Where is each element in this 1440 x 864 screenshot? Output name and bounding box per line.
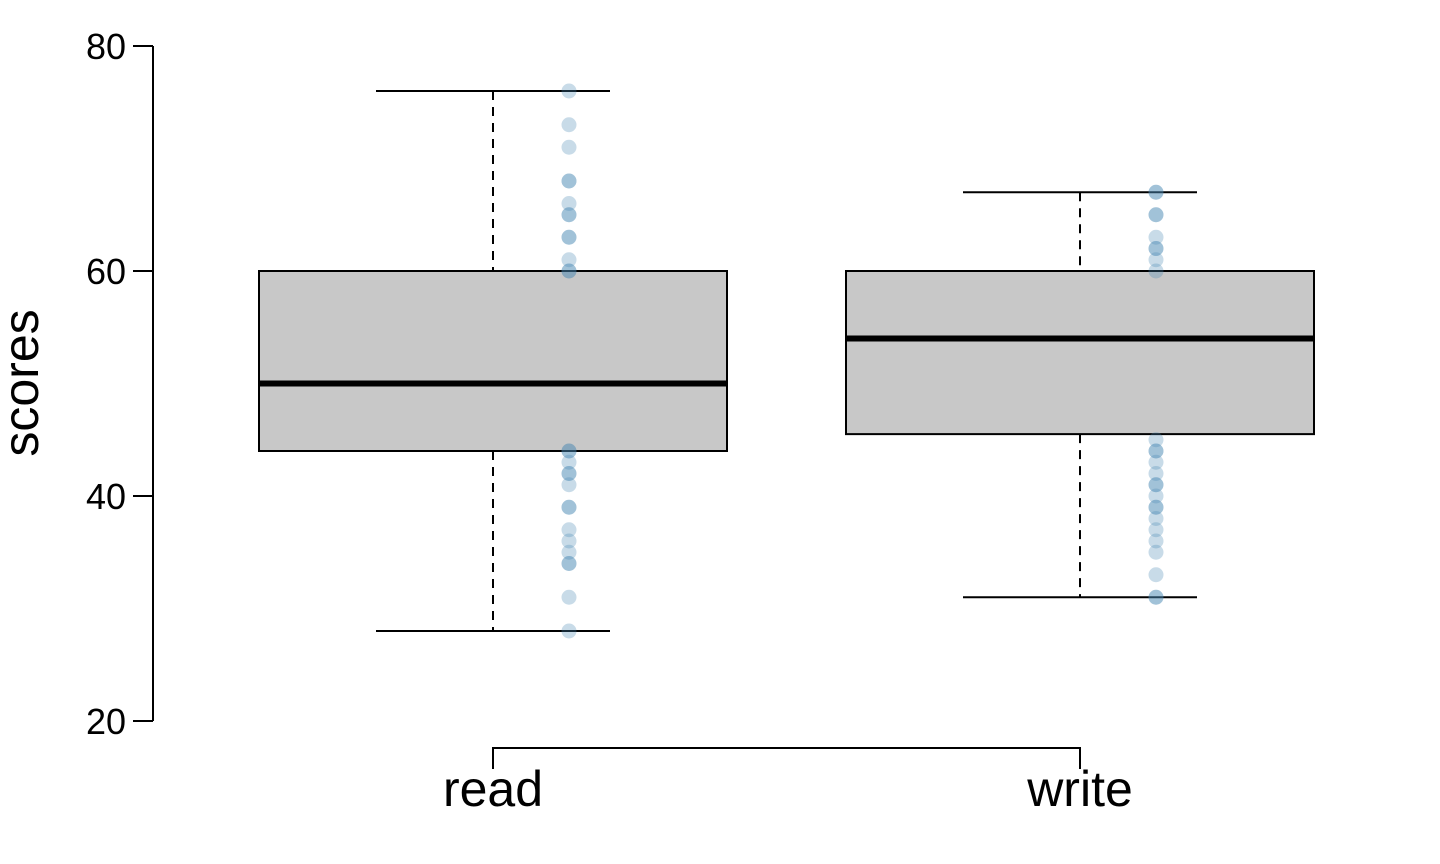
data-point	[1148, 454, 1164, 470]
data-point	[1148, 589, 1164, 605]
data-point	[561, 229, 577, 245]
box-iqr	[845, 270, 1315, 436]
box-read	[258, 83, 728, 639]
data-point	[1148, 443, 1164, 459]
data-point	[1148, 207, 1164, 223]
data-point	[561, 499, 577, 515]
data-point	[561, 454, 577, 470]
data-point	[1148, 466, 1164, 481]
data-point	[1148, 488, 1164, 504]
data-point	[561, 207, 577, 223]
data-point	[561, 556, 577, 571]
data-point	[1148, 184, 1164, 200]
data-point	[1148, 184, 1164, 200]
data-point	[1148, 511, 1164, 526]
data-point	[1148, 207, 1164, 223]
data-point	[1148, 567, 1164, 583]
data-point	[1148, 252, 1164, 268]
data-point	[1148, 443, 1164, 459]
data-point	[561, 544, 577, 560]
data-point	[1148, 499, 1164, 515]
data-point	[561, 139, 577, 155]
data-point	[561, 173, 577, 189]
data-point	[561, 117, 577, 133]
data-point	[561, 443, 577, 459]
y-axis-title: scores	[0, 309, 49, 456]
data-point	[561, 477, 577, 493]
data-point	[561, 499, 577, 515]
y-tick-label: 20	[86, 701, 126, 742]
data-point	[1148, 589, 1164, 605]
data-point	[1148, 263, 1164, 279]
x-axis: read write	[443, 747, 1133, 817]
data-point	[1148, 241, 1164, 256]
data-point	[1148, 477, 1164, 493]
data-point	[1148, 544, 1164, 560]
data-point	[1148, 241, 1164, 256]
data-point	[561, 263, 577, 279]
y-tick-label: 80	[86, 26, 126, 67]
y-tick-label: 40	[86, 476, 126, 517]
data-point	[1148, 533, 1164, 549]
data-point	[561, 466, 577, 481]
data-point	[1148, 229, 1164, 245]
x-tick-label: read	[443, 761, 543, 817]
data-point	[1148, 477, 1164, 493]
x-axis-line	[492, 747, 1081, 769]
data-point	[561, 466, 577, 481]
box-write	[845, 184, 1315, 605]
data-point	[561, 83, 577, 99]
data-point	[561, 263, 577, 279]
data-point	[561, 252, 577, 268]
box-iqr	[258, 270, 728, 452]
boxes-group	[258, 83, 1315, 639]
x-tick-label: write	[1026, 761, 1133, 817]
data-point	[1148, 432, 1164, 448]
data-point	[1148, 499, 1164, 515]
data-point	[561, 173, 577, 189]
data-point	[561, 556, 577, 571]
data-point	[561, 522, 577, 538]
y-axis: 20 40 60 80	[86, 26, 154, 742]
data-point	[561, 623, 577, 639]
data-point	[561, 533, 577, 549]
data-point	[561, 196, 577, 211]
data-point	[561, 589, 577, 605]
y-tick-label: 60	[86, 251, 126, 292]
data-point	[561, 207, 577, 223]
data-point	[561, 229, 577, 245]
data-point	[1148, 522, 1164, 538]
data-point	[561, 443, 577, 459]
